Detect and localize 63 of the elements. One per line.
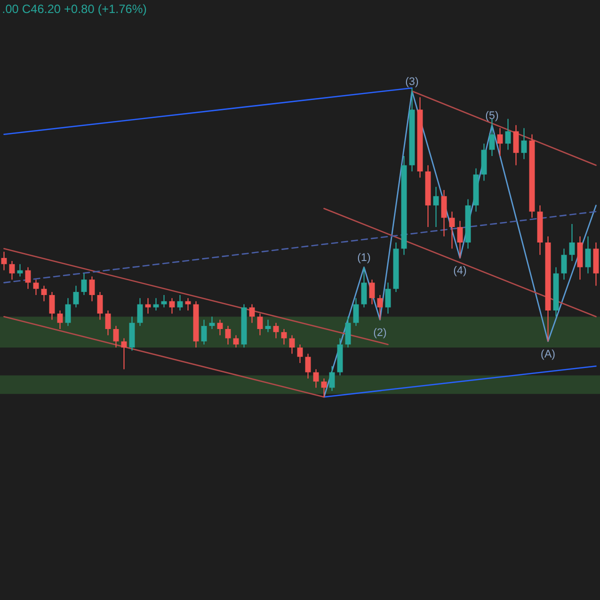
candlestick [233, 334, 239, 348]
candlestick [105, 310, 111, 336]
candlestick [217, 319, 223, 336]
candlestick [49, 291, 55, 320]
candlestick [161, 294, 167, 308]
annotation: (2) [373, 326, 387, 339]
candlestick [65, 298, 71, 326]
candlestick [585, 236, 591, 274]
candlestick [361, 266, 367, 308]
candlestick [249, 304, 255, 324]
candlestick [321, 378, 327, 398]
candlestick [449, 211, 455, 250]
candlestick [305, 353, 311, 379]
candlestick [169, 298, 175, 314]
candlestick [1, 251, 7, 271]
candlestick [209, 316, 215, 330]
candlestick [9, 260, 15, 280]
candlestick [513, 124, 519, 166]
candlestick [225, 325, 231, 345]
candlestick [441, 189, 447, 237]
candlestick [521, 128, 527, 160]
candlestick [561, 248, 567, 280]
candlestick [153, 298, 159, 311]
candlestick [385, 282, 391, 314]
candlestick [433, 186, 439, 228]
candlestick [345, 316, 351, 348]
candlestick [505, 118, 511, 150]
candlestick [273, 322, 279, 339]
candlestick [369, 279, 375, 305]
candlestick [457, 220, 463, 258]
candlestick [265, 319, 271, 333]
candlestick [145, 298, 151, 314]
candlestick [17, 264, 23, 277]
candlestick [353, 298, 359, 326]
chart-title: .00 C46.20 +0.80 (+1.76%) [2, 2, 147, 16]
candlestick [281, 328, 287, 345]
candlestick [289, 334, 295, 354]
candlestick [113, 325, 119, 348]
candlestick [377, 294, 383, 320]
candlestick [329, 366, 335, 392]
annotation: (4) [453, 264, 467, 277]
candlestick [177, 294, 183, 311]
candlestick [57, 310, 63, 330]
candlestick [185, 298, 191, 311]
candlestick [297, 344, 303, 364]
candlestick [497, 128, 503, 156]
candlestick [97, 291, 103, 320]
candlestick [313, 368, 319, 388]
candlestick [89, 276, 95, 302]
candlestick [121, 338, 127, 370]
annotation: (1) [357, 252, 371, 264]
annotation: (5) [485, 110, 499, 122]
annotation: (3) [405, 76, 419, 88]
candlestick [569, 223, 575, 262]
candlestick [25, 266, 31, 290]
candlestick [137, 298, 143, 326]
candlestick [257, 313, 263, 336]
candlestick [81, 272, 87, 296]
candlestick [201, 319, 207, 345]
annotation: (A) [540, 348, 556, 360]
candlestick [33, 279, 39, 296]
candlestick [73, 285, 79, 308]
candlestick [41, 285, 47, 302]
